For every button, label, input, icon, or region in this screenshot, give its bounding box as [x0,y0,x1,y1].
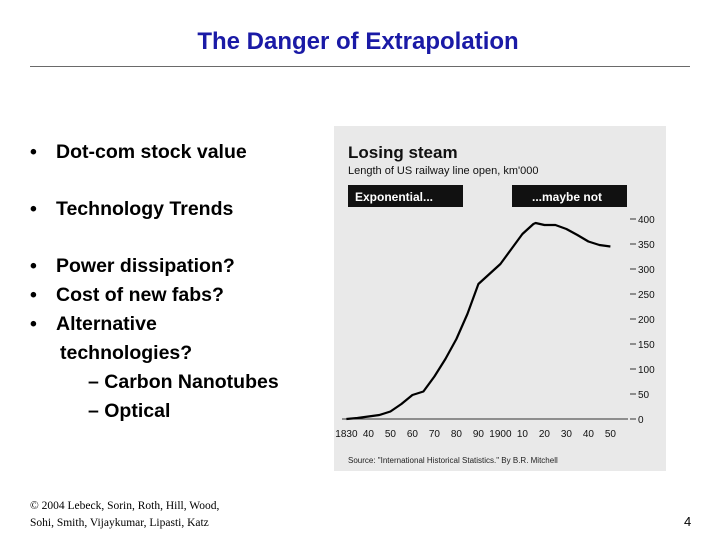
footer-line-2: Sohi, Smith, Vijaykumar, Lipasti, Katz [30,517,209,529]
y-tick-label: 400 [638,215,655,226]
bullet-text: technologies? [60,342,193,364]
bullet-glyph: • [30,255,37,277]
y-tick-label: 50 [638,390,650,401]
x-tick-label: 30 [561,429,573,440]
page-number: 4 [684,514,692,529]
x-tick-label: 90 [473,429,485,440]
bullet-text: Dot-com stock value [56,141,247,163]
x-tick-label: 60 [407,429,419,440]
bullet-text: Alternative [56,313,157,335]
sub-bullet-carbon-nanotubes: – Carbon Nanotubes [88,371,279,393]
x-tick-label: 20 [539,429,551,440]
annotation-box-maybe-not [512,185,627,207]
x-tick-label: 70 [429,429,441,440]
x-tick-label: 1900 [489,429,512,440]
bullet-item-technologies-continuation: technologies? [60,339,192,368]
y-tick-label: 100 [638,365,655,376]
footer-copyright: © 2004 Lebeck, Sorin, Roth, Hill, Wood, … [30,498,219,532]
bullet-item-alternative: • Alternative [30,310,157,339]
bullet-glyph: • [30,313,37,335]
x-axis: 1830 40 50 60 70 80 90 1900 10 20 30 40 50 [335,418,628,440]
bullet-glyph: • [30,198,37,220]
y-tick-label: 200 [638,315,655,326]
bullet-text: Technology Trends [56,198,234,220]
series-group [346,221,611,421]
x-tick-label: 50 [605,429,617,440]
chart-source: Source: "International Historical Statis… [348,456,558,465]
railway-chart-svg: Losing steam Length of US railway line o… [334,126,666,471]
bullet-item-dotcom: • Dot-com stock value [30,138,247,167]
x-tick-label: 1830 [335,429,358,440]
annotation-box-exponential [348,185,463,207]
footer-line-1: © 2004 Lebeck, Sorin, Roth, Hill, Wood, [30,500,220,512]
bullet-item-cost-of-fabs: • Cost of new fabs? [30,281,224,310]
annotation-maybe-not: ...maybe not [532,190,602,204]
x-tick-label: 40 [363,429,375,440]
slide-title: The Danger of Extrapolation [197,28,519,55]
y-tick-label: 350 [638,240,655,251]
bullet-glyph: • [30,284,37,306]
bullet-item-technology-trends: • Technology Trends [30,195,233,224]
y-axis: 400 350 300 250 200 150 100 50 0 [630,215,655,426]
series-line [346,221,611,421]
x-tick-label: 80 [451,429,463,440]
y-tick-label: 250 [638,290,655,301]
x-tick-label: 50 [385,429,397,440]
y-tick-label: 0 [638,415,644,426]
x-tick-label: 10 [517,429,529,440]
chart-subtitle: Length of US railway line open, km'000 [348,165,538,177]
railway-chart: Losing steam Length of US railway line o… [334,126,666,471]
bullet-item-power-dissipation: • Power dissipation? [30,252,235,281]
bullet-text: Cost of new fabs? [56,284,224,306]
bullet-glyph: • [30,141,37,163]
x-tick-label: 40 [583,429,595,440]
annotation-exponential: Exponential... [355,190,433,204]
y-tick-label: 150 [638,340,655,351]
sub-bullet-optical: – Optical [88,400,171,422]
title-divider [30,66,690,67]
chart-title: Losing steam [348,143,458,162]
chart-background [334,126,666,471]
y-tick-label: 300 [638,265,655,276]
bullet-text: Power dissipation? [56,255,235,277]
